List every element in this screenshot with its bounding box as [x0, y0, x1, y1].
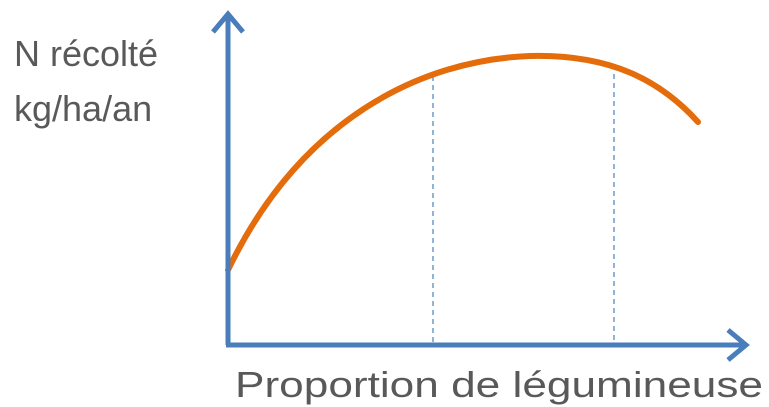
curve: [225, 52, 701, 273]
x-axis-arrow: [726, 328, 750, 362]
x-axis-label: Proportion de légumineuse: [235, 364, 763, 405]
y-axis-label: N récolté: [14, 33, 158, 74]
y-axis-arrow: [211, 10, 245, 34]
y-axis-label: kg/ha/an: [14, 88, 152, 129]
